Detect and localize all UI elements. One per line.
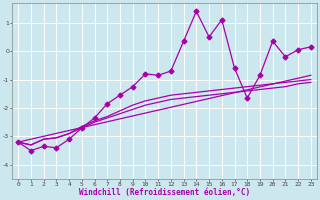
X-axis label: Windchill (Refroidissement éolien,°C): Windchill (Refroidissement éolien,°C) — [79, 188, 250, 197]
